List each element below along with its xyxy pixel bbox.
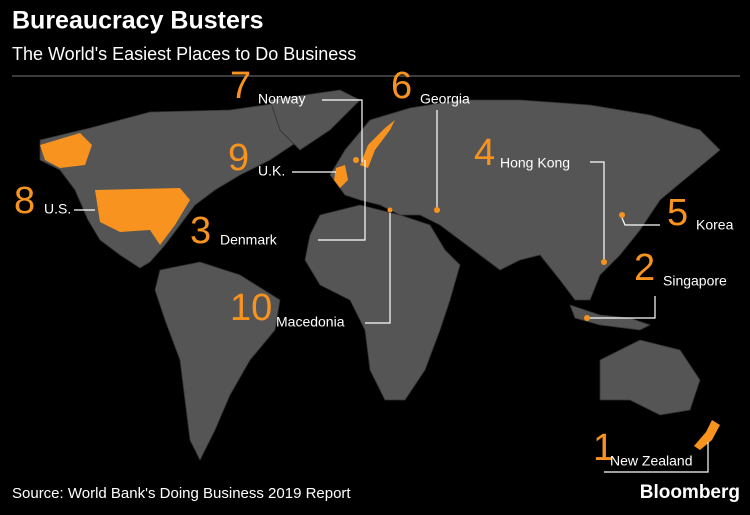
leader-line [365,213,391,324]
title: Bureaucracy Busters [12,7,264,35]
highlighted-countries [40,120,720,450]
rank-number: 3 [190,210,211,252]
uk [334,165,348,188]
country-name: U.K. [258,163,285,179]
leader-line [318,160,366,241]
greenland [269,89,361,151]
country-name: Norway [258,91,305,107]
rank-number: 9 [228,137,249,179]
macedonia [387,207,393,213]
leader-line [322,99,363,162]
rank-number: 2 [634,247,655,289]
korea [619,212,625,218]
country-name: Singapore [663,273,727,289]
leader-line [621,217,660,226]
country-name: Georgia [420,91,470,107]
rank-number: 1 [593,427,614,469]
country-name: New Zealand [610,453,693,469]
subtitle: The World's Easiest Places to Do Busines… [12,44,356,64]
hong-kong [601,259,607,265]
country-name: U.S. [44,201,71,217]
rank-number: 7 [230,65,251,107]
rank-number: 8 [14,180,35,222]
south-america [154,261,281,461]
georgia [434,207,440,213]
denmark [353,157,359,163]
country-name: Macedonia [276,314,345,330]
country-name: Denmark [220,232,278,248]
rank-number: 10 [230,287,272,329]
leader-line [604,442,709,473]
australia [599,339,701,416]
rank-number: 5 [667,192,688,234]
norway [360,120,395,168]
source: Source: World Bank's Doing Business 2019… [12,485,351,502]
singapore [584,315,590,321]
rank-number: 4 [474,132,495,174]
us-alaska [40,133,92,168]
leader-line [590,161,605,259]
country-name: Korea [696,217,734,233]
eurasia [329,99,721,301]
leader-lines [74,99,709,473]
country-name: Hong Kong [500,155,570,171]
rank-number: 6 [391,65,412,107]
brand: Bloomberg [640,482,740,503]
africa [304,204,461,401]
us [95,188,190,245]
leader-line [590,296,656,319]
new-zealand [694,420,720,450]
